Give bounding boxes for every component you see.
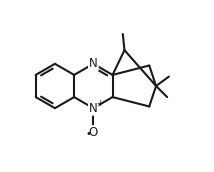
Text: O: O <box>89 126 98 139</box>
Text: N: N <box>89 57 98 70</box>
Text: N: N <box>89 102 98 115</box>
Text: +: + <box>96 99 103 108</box>
Text: •: • <box>85 129 91 139</box>
